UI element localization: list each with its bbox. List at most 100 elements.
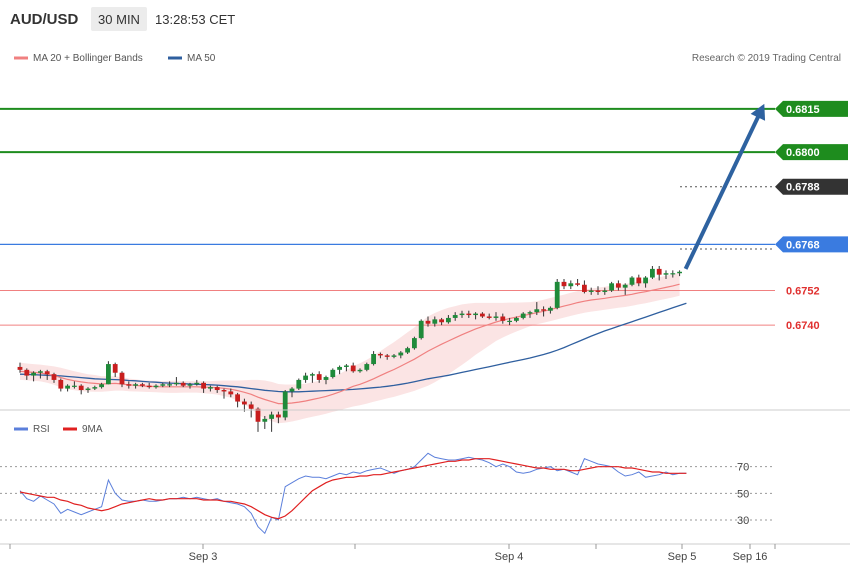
candle-body xyxy=(357,369,363,372)
candle-body xyxy=(248,404,254,409)
candle-body xyxy=(72,385,77,387)
candle-body xyxy=(364,364,370,370)
candle-body xyxy=(480,313,485,317)
level-label-bg xyxy=(775,236,848,253)
main-legend: MA 20 + Bollinger Bands MA 50 xyxy=(14,53,216,64)
candle-body xyxy=(473,313,478,316)
candle-body xyxy=(616,283,621,288)
level-label-bg xyxy=(775,144,848,161)
candle-body xyxy=(78,385,84,391)
candle-body xyxy=(425,320,431,324)
candle-body xyxy=(561,281,567,287)
candle-body xyxy=(208,387,213,389)
candle-body xyxy=(235,394,240,402)
candle-body xyxy=(554,281,560,308)
rsi-line xyxy=(19,452,687,535)
candle-body xyxy=(514,317,519,321)
candle-body xyxy=(405,348,410,353)
legend-ma20-label: MA 20 + Bollinger Bands xyxy=(33,53,143,64)
candle-body xyxy=(391,355,397,357)
candle-body xyxy=(541,309,546,311)
candle-body xyxy=(310,374,315,376)
candle-body xyxy=(17,366,23,370)
x-tick-label: Sep 3 xyxy=(189,551,218,563)
candle-body xyxy=(194,382,200,385)
bollinger-bands xyxy=(20,272,680,424)
candle-body xyxy=(466,313,472,316)
candle-body xyxy=(269,414,274,419)
candle-body xyxy=(44,371,50,375)
candle-body xyxy=(527,312,533,314)
candle-body xyxy=(330,369,336,378)
candle-body xyxy=(568,283,574,287)
candle-body xyxy=(187,384,193,386)
legend-rsi-label: RSI xyxy=(33,424,50,435)
candle-body xyxy=(384,355,390,357)
candle-body xyxy=(378,353,383,356)
timeframe-badge[interactable] xyxy=(91,7,147,31)
candle-body xyxy=(214,387,220,391)
timestamp: 13:28:53 CET xyxy=(155,12,235,27)
candle-body xyxy=(174,382,179,385)
x-tick-label: Sep 4 xyxy=(495,551,524,563)
candle-body xyxy=(85,388,91,391)
candle-body xyxy=(582,284,587,292)
candle-body xyxy=(38,371,43,373)
rsi-tick-label: 70 xyxy=(737,462,749,474)
rsi-legend: RSI 9MA xyxy=(14,424,103,435)
candle-body xyxy=(595,290,601,292)
bollinger-band-area xyxy=(20,272,680,424)
candle-body xyxy=(486,316,492,318)
level-label: 0.6800 xyxy=(786,147,820,159)
candles xyxy=(17,266,682,432)
credit-text: Research © 2019 Trading Central xyxy=(692,53,841,64)
candle-body xyxy=(167,384,172,386)
candle-body xyxy=(446,317,451,323)
candle-body xyxy=(636,277,642,284)
candle-body xyxy=(112,364,118,373)
candle-body xyxy=(452,315,458,318)
candle-body xyxy=(282,391,288,418)
candle-body xyxy=(371,353,376,365)
candle-body xyxy=(289,388,295,392)
candle-body xyxy=(670,273,676,275)
candle-body xyxy=(534,309,540,313)
candle-body xyxy=(58,379,64,389)
candle-body xyxy=(500,316,506,321)
rsi-tick-label: 30 xyxy=(737,515,749,527)
projection-arrow-head xyxy=(750,103,766,121)
x-tick-label: Sep 16 xyxy=(733,551,768,563)
candle-body xyxy=(140,384,145,386)
level-labels: 0.6815 0.6800 0.6788 0.6768 0.6752 0.6740 xyxy=(775,100,848,332)
candle-body xyxy=(323,377,329,380)
candle-body xyxy=(643,277,648,284)
level-label: 0.6740 xyxy=(786,320,820,332)
candle-body xyxy=(31,372,36,376)
candle-body xyxy=(228,391,234,395)
candle-body xyxy=(520,313,526,318)
candle-body xyxy=(24,369,30,376)
candle-body xyxy=(507,320,512,323)
candle-body xyxy=(316,374,322,380)
candle-body xyxy=(99,384,104,388)
candle-body xyxy=(432,319,438,324)
candle-body xyxy=(276,414,281,418)
candle-body xyxy=(350,365,356,372)
candle-body xyxy=(242,401,247,405)
candle-body xyxy=(650,268,655,278)
legend-9ma-label: 9MA xyxy=(82,424,103,435)
candle-body xyxy=(201,382,206,389)
candle-body xyxy=(609,283,614,291)
candle-body xyxy=(629,277,635,285)
candle-body xyxy=(602,290,608,292)
rsi-panel: 70 50 30 xyxy=(0,452,775,535)
candle-body xyxy=(146,385,152,388)
candle-body xyxy=(493,316,499,318)
candle-body xyxy=(303,375,308,380)
candle-body xyxy=(656,268,662,275)
candle-body xyxy=(296,379,302,389)
candle-body xyxy=(412,338,417,349)
candle-body xyxy=(548,307,553,311)
candle-body xyxy=(337,366,342,370)
